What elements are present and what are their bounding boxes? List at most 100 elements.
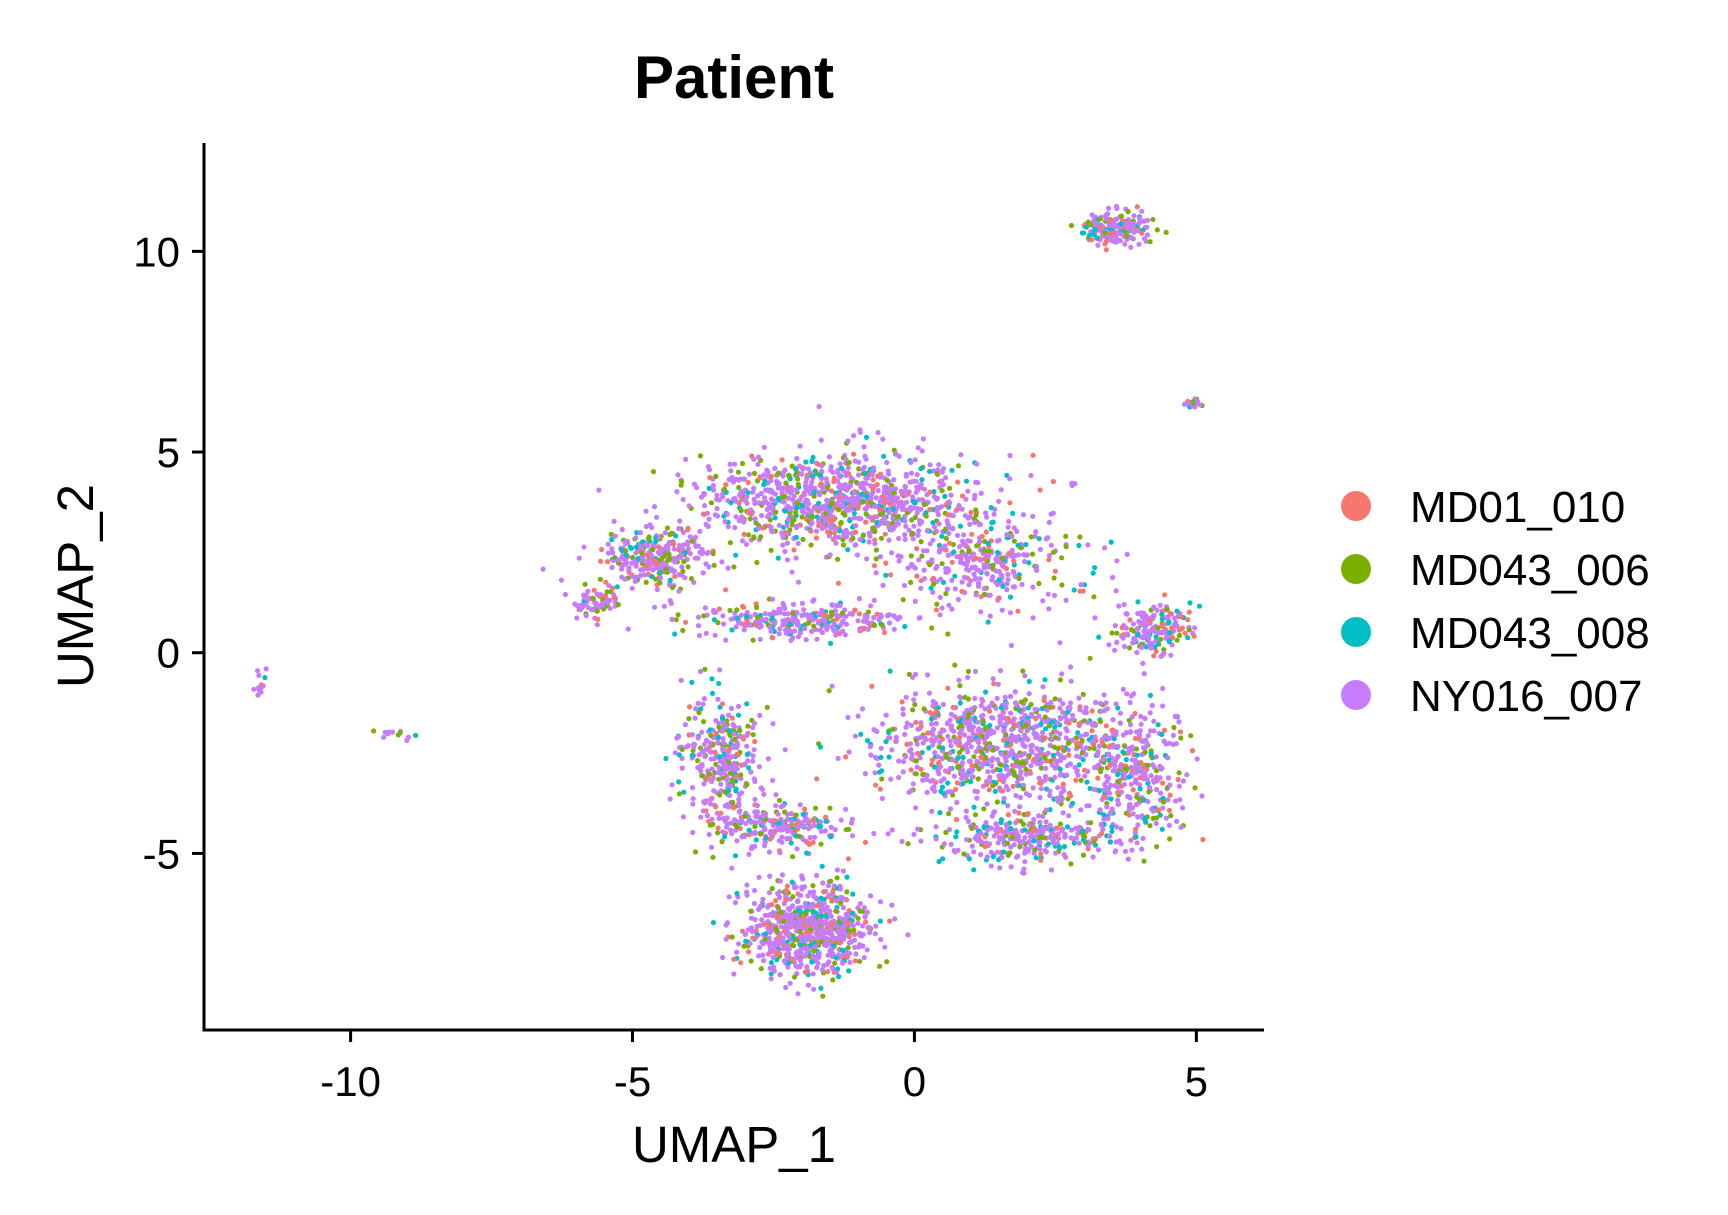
data-point xyxy=(732,497,738,503)
data-point xyxy=(1005,571,1011,578)
data-point xyxy=(1001,795,1007,802)
data-point xyxy=(788,485,794,491)
data-point xyxy=(699,763,705,769)
data-point xyxy=(858,484,864,490)
data-point xyxy=(668,530,675,537)
data-point xyxy=(626,567,632,573)
data-point xyxy=(1078,777,1084,783)
data-point xyxy=(705,523,711,530)
data-point xyxy=(966,758,973,764)
data-point xyxy=(984,781,990,788)
data-point xyxy=(713,718,719,724)
data-point xyxy=(893,734,899,740)
data-point xyxy=(989,813,995,819)
data-point xyxy=(1126,645,1133,651)
data-point xyxy=(834,923,840,929)
data-point xyxy=(857,429,863,435)
data-point xyxy=(849,611,855,617)
data-point xyxy=(1018,818,1024,824)
data-point xyxy=(838,934,844,941)
data-point xyxy=(1165,775,1172,781)
data-point xyxy=(762,936,768,943)
data-point xyxy=(802,806,808,812)
data-point xyxy=(995,840,1001,846)
data-point xyxy=(795,476,801,482)
data-point xyxy=(693,706,699,712)
data-point xyxy=(913,478,919,484)
data-point xyxy=(770,635,776,641)
data-point xyxy=(1037,794,1043,801)
data-point xyxy=(700,701,706,707)
data-point xyxy=(1086,827,1092,833)
data-point xyxy=(785,946,791,952)
data-point xyxy=(935,760,942,766)
data-point xyxy=(853,523,859,529)
data-point xyxy=(951,848,957,854)
data-point xyxy=(1012,808,1018,814)
data-point xyxy=(748,819,754,825)
data-point xyxy=(914,573,920,579)
data-point xyxy=(675,612,681,618)
data-point xyxy=(966,711,972,717)
data-point xyxy=(794,470,800,476)
data-point xyxy=(917,755,923,761)
data-point xyxy=(919,448,925,454)
data-point xyxy=(1192,625,1198,631)
data-point xyxy=(754,604,760,611)
data-point xyxy=(863,434,870,440)
data-point xyxy=(967,521,973,528)
data-point xyxy=(815,902,821,909)
data-point xyxy=(1154,815,1160,821)
data-point xyxy=(990,562,996,568)
data-point xyxy=(968,736,975,742)
data-point xyxy=(850,910,856,916)
data-point xyxy=(1028,711,1035,717)
data-point xyxy=(965,749,971,755)
data-point xyxy=(829,488,835,494)
data-point xyxy=(691,744,697,750)
data-point xyxy=(734,838,740,844)
data-point xyxy=(969,843,975,849)
data-point xyxy=(1004,740,1010,746)
data-point xyxy=(711,788,717,794)
data-point xyxy=(1047,788,1053,794)
data-point xyxy=(833,602,840,609)
data-point xyxy=(789,463,795,469)
data-point xyxy=(795,481,801,488)
data-point xyxy=(985,619,991,625)
data-point xyxy=(731,760,737,767)
data-point xyxy=(896,535,902,542)
data-point xyxy=(799,884,805,890)
data-point xyxy=(818,481,824,487)
data-point xyxy=(775,555,781,561)
data-point xyxy=(1059,744,1065,751)
data-point xyxy=(782,467,788,473)
data-point xyxy=(965,696,972,702)
data-point xyxy=(1158,653,1164,660)
data-point xyxy=(813,528,820,534)
data-point xyxy=(1167,630,1173,636)
data-point xyxy=(906,789,912,795)
data-point xyxy=(1104,778,1110,784)
data-point xyxy=(864,909,871,915)
data-point xyxy=(574,603,580,609)
data-point xyxy=(645,535,652,542)
data-point xyxy=(576,555,582,561)
data-point xyxy=(1007,500,1013,506)
data-point xyxy=(635,555,642,562)
data-point xyxy=(1147,710,1153,716)
data-point xyxy=(883,560,889,566)
data-point xyxy=(1007,610,1014,616)
data-point xyxy=(881,515,888,521)
data-point xyxy=(930,537,936,543)
data-point xyxy=(1110,744,1116,750)
data-point xyxy=(972,564,978,570)
data-point xyxy=(1066,752,1072,758)
data-point xyxy=(1091,839,1097,845)
data-point xyxy=(973,479,979,485)
data-point xyxy=(1167,610,1173,616)
data-point xyxy=(994,695,1000,702)
data-point xyxy=(877,918,883,924)
data-point xyxy=(691,481,698,487)
data-point xyxy=(1137,620,1143,626)
